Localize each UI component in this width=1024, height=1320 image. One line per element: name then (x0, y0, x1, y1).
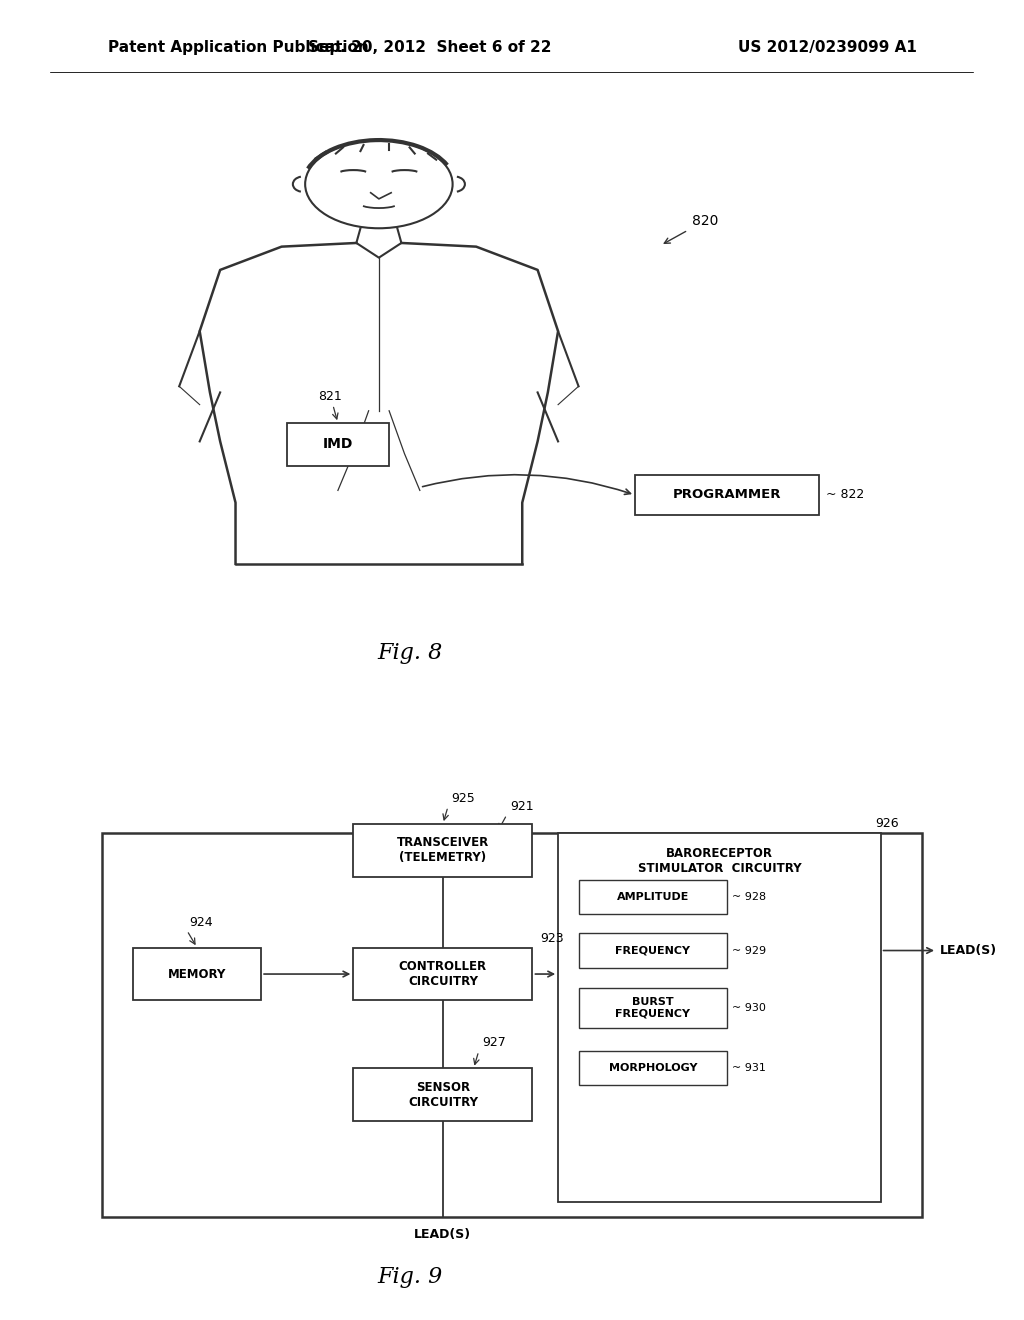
Text: US 2012/0239099 A1: US 2012/0239099 A1 (737, 40, 916, 54)
Text: SENSOR
CIRCUITRY: SENSOR CIRCUITRY (408, 1081, 478, 1109)
Text: FREQUENCY: FREQUENCY (615, 945, 690, 956)
Text: MEMORY: MEMORY (168, 968, 226, 981)
FancyBboxPatch shape (133, 948, 261, 1001)
Text: 921: 921 (510, 800, 534, 813)
Text: Sep. 20, 2012  Sheet 6 of 22: Sep. 20, 2012 Sheet 6 of 22 (308, 40, 552, 54)
FancyBboxPatch shape (287, 422, 389, 466)
Text: IMD: IMD (323, 437, 353, 451)
Text: 926: 926 (876, 817, 899, 830)
Text: 925: 925 (451, 792, 475, 805)
FancyBboxPatch shape (558, 833, 881, 1201)
FancyBboxPatch shape (353, 1068, 532, 1121)
FancyBboxPatch shape (579, 1051, 727, 1085)
FancyBboxPatch shape (579, 987, 727, 1028)
Text: TRANSCEIVER
(TELEMETRY): TRANSCEIVER (TELEMETRY) (396, 837, 489, 865)
Text: BARORECEPTOR
STIMULATOR  CIRCUITRY: BARORECEPTOR STIMULATOR CIRCUITRY (638, 847, 801, 875)
Text: 924: 924 (188, 916, 213, 928)
Text: LEAD(S): LEAD(S) (940, 944, 997, 957)
Text: Fig. 8: Fig. 8 (377, 642, 442, 664)
Text: MORPHOLOGY: MORPHOLOGY (608, 1063, 697, 1073)
Text: ~ 930: ~ 930 (732, 1003, 766, 1012)
FancyBboxPatch shape (353, 948, 532, 1001)
Text: 923: 923 (541, 932, 564, 945)
Text: ~ 928: ~ 928 (732, 891, 766, 902)
Text: 821: 821 (317, 389, 342, 403)
Text: Fig. 9: Fig. 9 (377, 1266, 442, 1288)
Text: BURST
FREQUENCY: BURST FREQUENCY (615, 998, 690, 1019)
FancyBboxPatch shape (579, 879, 727, 913)
Text: LEAD(S): LEAD(S) (415, 1228, 471, 1241)
Text: CONTROLLER
CIRCUITRY: CONTROLLER CIRCUITRY (398, 960, 487, 989)
Text: AMPLITUDE: AMPLITUDE (616, 891, 689, 902)
FancyBboxPatch shape (635, 475, 819, 515)
Text: 927: 927 (481, 1036, 506, 1049)
Text: 820: 820 (692, 214, 719, 228)
Text: Patent Application Publication: Patent Application Publication (108, 40, 369, 54)
FancyBboxPatch shape (353, 824, 532, 876)
FancyBboxPatch shape (579, 933, 727, 968)
Text: ~ 822: ~ 822 (826, 488, 864, 502)
Text: ~ 931: ~ 931 (732, 1063, 766, 1073)
FancyBboxPatch shape (102, 833, 922, 1217)
Text: ~ 929: ~ 929 (732, 945, 766, 956)
Text: PROGRAMMER: PROGRAMMER (673, 488, 781, 502)
